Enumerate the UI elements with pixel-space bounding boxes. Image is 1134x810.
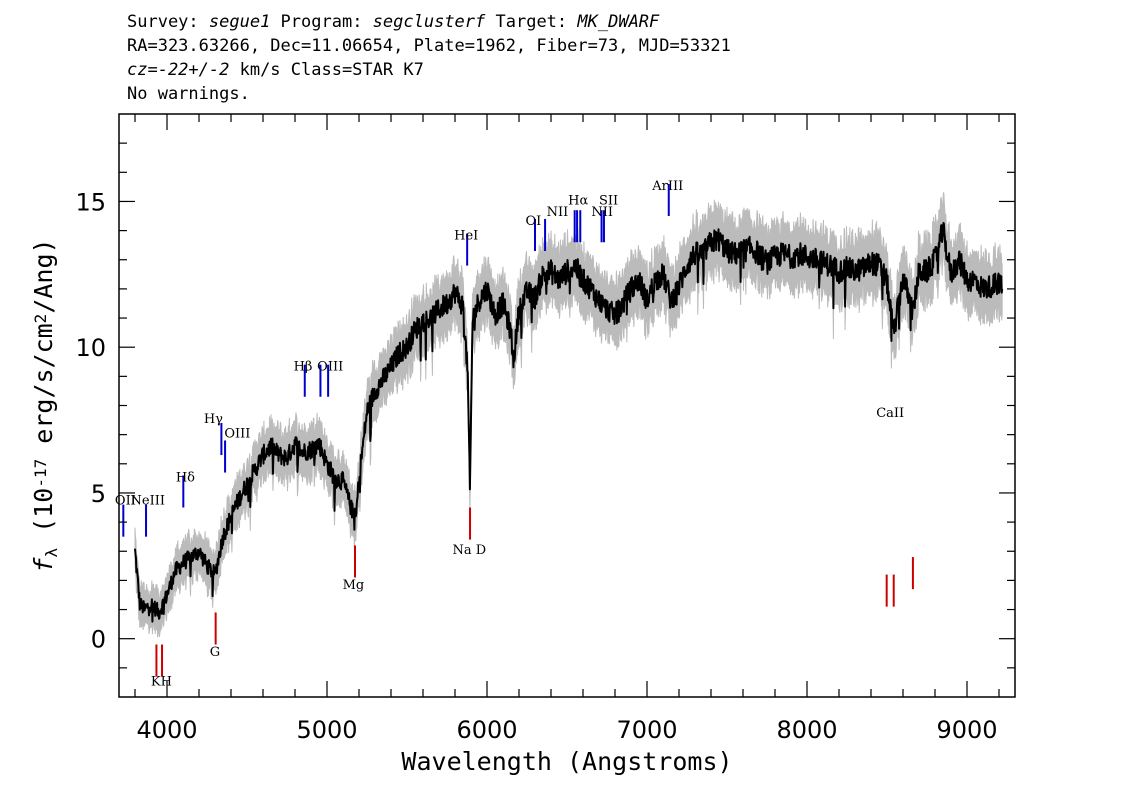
spectral-line-label: NII — [547, 205, 569, 220]
x-tick-label: 6000 — [456, 716, 517, 744]
x-tick-label: 7000 — [616, 716, 677, 744]
header-line-warnings: No warnings. — [127, 84, 250, 104]
y-axis-title-part: λ — [42, 548, 61, 558]
spectral-line-label: OIII — [317, 360, 343, 375]
program-label: Program: — [270, 12, 373, 32]
spectral-line-label: NII — [591, 205, 613, 220]
spectral-line-label: G — [210, 645, 220, 660]
x-tick-label: 8000 — [776, 716, 837, 744]
spectral-line-label: Hα — [568, 193, 588, 208]
class-value: km/s Class=STAR K7 — [229, 60, 424, 80]
spectral-line-label: NeIII — [131, 494, 165, 509]
target-value: MK_DWARF — [577, 12, 660, 32]
flux-line — [134, 222, 1004, 623]
flux-error-band — [134, 192, 1003, 638]
target-label: Target: — [485, 12, 578, 32]
x-tick-label: 9000 — [936, 716, 997, 744]
error-band — [134, 192, 1003, 638]
y-tick-label: 15 — [75, 188, 106, 216]
header-line-coordinates: RA=323.63266, Dec=11.06654, Plate=1962, … — [127, 36, 731, 56]
spectral-line-label: Hβ — [294, 360, 313, 375]
y-tick-label: 0 — [91, 626, 106, 654]
survey-value: segue1 — [208, 12, 271, 32]
cz-value: cz=-22+/-2 — [127, 60, 230, 80]
spectral-line-label: OIII — [224, 427, 250, 442]
spectral-line-label: CaII — [876, 406, 904, 421]
spectral-line-label: SII — [599, 193, 618, 208]
spectral-line-label: Hγ — [204, 412, 223, 427]
y-axis-title-part: /Ang) — [29, 238, 58, 313]
y-axis-title-part: (10 — [29, 488, 58, 548]
flux-curve — [134, 222, 1004, 623]
y-axis-title-part: f — [29, 557, 58, 573]
x-tick-label: 5000 — [296, 716, 357, 744]
survey-label: Survey: — [127, 12, 209, 32]
spectral-line-label: ArIII — [651, 179, 683, 194]
y-tick-label: 5 — [91, 480, 106, 508]
y-tick-label: 10 — [75, 334, 106, 362]
spectral-line-label: Hδ — [176, 470, 195, 485]
x-tick-label: 4000 — [136, 716, 197, 744]
spectral-line-label: HeI — [454, 228, 478, 243]
y-axis-title: fλ (10-17 erg/s/cm2/Ang) — [29, 238, 61, 572]
x-axis-title: Wavelength (Angstroms) — [401, 747, 732, 776]
spectral-line-label: Mg — [343, 578, 365, 593]
y-axis-title-part: 2 — [31, 314, 50, 324]
y-axis-title-part: -17 — [31, 459, 50, 488]
header-line-survey: Survey: segue1 Program: segclusterf Targ… — [127, 10, 731, 34]
spectral-line-label: OI — [526, 214, 542, 229]
spectrum-header: Survey: segue1 Program: segclusterf Targ… — [127, 10, 731, 106]
y-axis-title-part: erg/s/cm — [29, 323, 58, 458]
plot-axes: 4000 5000 6000 7000 8000 9000 0 5 10 15 — [75, 113, 1016, 744]
spectral-line-label: KH — [151, 674, 172, 689]
header-line-redshift: cz=-22+/-2 km/s Class=STAR K7 — [127, 58, 731, 82]
spectral-line-label: Na D — [453, 543, 487, 558]
spectral-line-label: OII — [115, 494, 136, 509]
program-value: segclusterf — [372, 12, 486, 32]
